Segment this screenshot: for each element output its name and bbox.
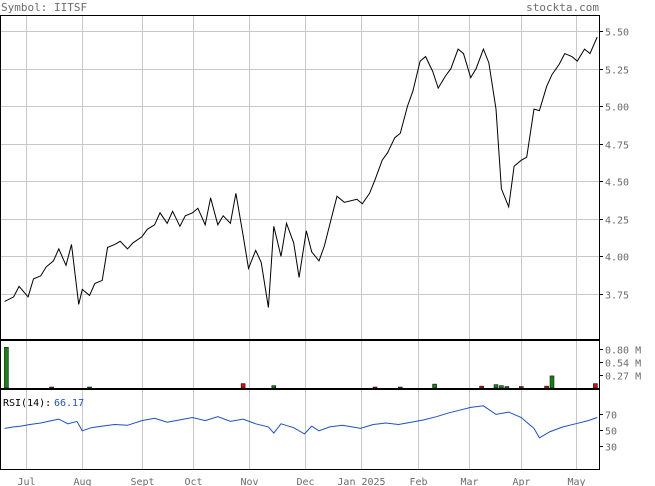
volume-bar xyxy=(544,385,549,389)
volume-bar xyxy=(87,386,92,389)
month-label: Feb xyxy=(409,477,427,486)
month-label: Aug xyxy=(73,477,91,486)
symbol-label: Symbol: IITSF xyxy=(1,1,87,14)
price-line xyxy=(4,36,598,308)
volume-tick-label: 0.27 M xyxy=(605,372,641,383)
volume-panel xyxy=(0,340,600,389)
month-label: Jul xyxy=(17,477,35,486)
rsi-line xyxy=(4,405,598,439)
price-tick-label: 4.50 xyxy=(605,178,629,189)
rsi-tick-label: 30 xyxy=(605,443,617,454)
volume-grid xyxy=(26,341,577,388)
volume-bar xyxy=(398,386,403,389)
volume-bar xyxy=(549,375,555,389)
rsi-tick-label: 70 xyxy=(605,411,617,422)
volume-axis: 0.80 M 0.54 M 0.27 M xyxy=(599,346,641,383)
rsi-grid xyxy=(26,390,577,469)
volume-bar xyxy=(240,383,246,389)
price-tick-label: 3.75 xyxy=(605,291,629,302)
volume-bar xyxy=(372,386,378,389)
volume-bars xyxy=(4,347,598,389)
price-tick-label: 5.00 xyxy=(605,103,629,114)
price-tick-label: 4.00 xyxy=(605,253,629,264)
volume-bar xyxy=(519,386,524,389)
volume-bar xyxy=(593,383,598,389)
volume-bar xyxy=(49,386,54,389)
month-axis: Jul Aug Sept Oct Nov Dec Jan 2025 Feb Mar Apr May xyxy=(17,477,585,486)
month-label: May xyxy=(567,477,585,486)
volume-bar xyxy=(479,385,484,389)
month-label: Dec xyxy=(296,477,314,486)
month-label: Mar xyxy=(460,477,478,486)
volume-bar xyxy=(271,385,277,389)
rsi-axis: 70 50 30 xyxy=(599,411,617,454)
month-label: Oct xyxy=(184,477,202,486)
month-label: Apr xyxy=(512,477,530,486)
price-tick-label: 4.25 xyxy=(605,216,629,227)
rsi-value: 66.17 xyxy=(54,398,84,409)
rsi-title: RSI(14): xyxy=(3,398,51,409)
month-label: Sept xyxy=(130,477,154,486)
month-label: Nov xyxy=(240,477,258,486)
price-axis: 5.50 5.25 5.00 4.75 4.50 4.25 4.00 3.75 xyxy=(599,28,629,302)
volume-bar xyxy=(493,384,499,389)
source-label[interactable]: stockta.com xyxy=(526,1,599,14)
volume-bar xyxy=(4,347,9,389)
rsi-tick-label: 50 xyxy=(605,427,617,438)
volume-bar xyxy=(499,385,504,389)
volume-tick-label: 0.80 M xyxy=(605,346,641,357)
price-tick-label: 5.50 xyxy=(605,28,629,39)
volume-bar xyxy=(504,386,510,389)
price-panel xyxy=(0,15,600,340)
rsi-panel xyxy=(0,389,600,470)
volume-bar xyxy=(432,383,437,389)
month-label: Jan 2025 xyxy=(337,477,385,486)
price-tick-label: 4.75 xyxy=(605,141,629,152)
price-tick-label: 5.25 xyxy=(605,66,629,77)
price-grid xyxy=(1,16,599,339)
volume-tick-label: 0.54 M xyxy=(605,359,641,370)
